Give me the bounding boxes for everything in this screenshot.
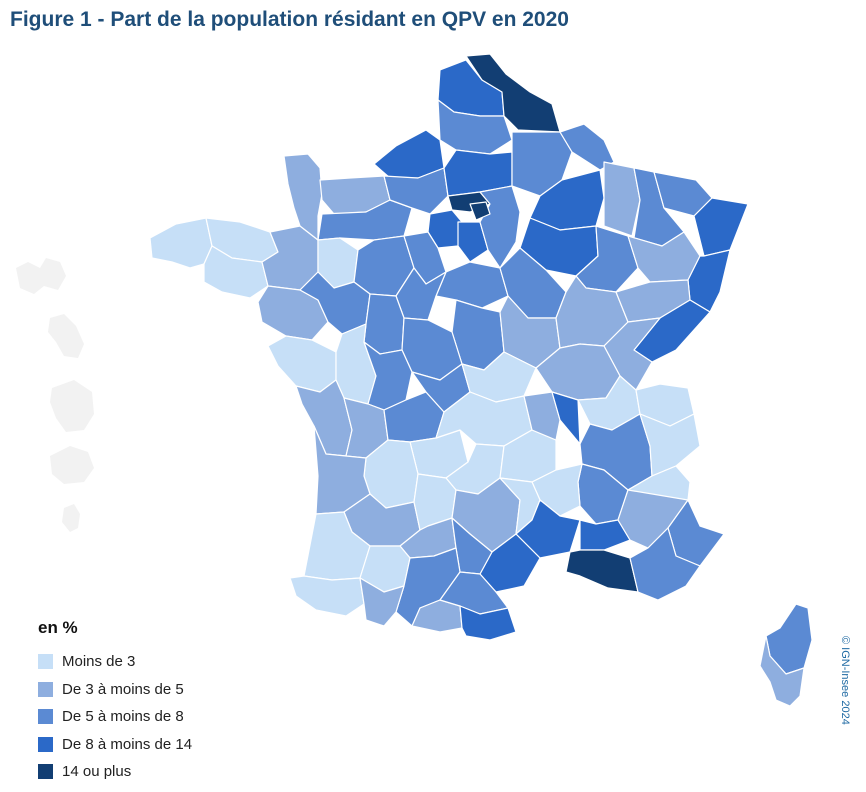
legend-item: Moins de 3 xyxy=(38,648,192,676)
legend-label: De 3 à moins de 5 xyxy=(62,680,184,698)
map-legend: en % Moins de 3 De 3 à moins de 5 De 5 à… xyxy=(38,618,192,786)
overseas-martinique xyxy=(48,314,84,358)
legend-label: De 8 à moins de 14 xyxy=(62,735,193,753)
department-loiret xyxy=(435,261,509,309)
legend-label: De 5 à moins de 8 xyxy=(62,708,184,726)
overseas-mayotte xyxy=(62,504,80,532)
legend-item: De 8 à moins de 14 xyxy=(38,731,192,759)
department-loire xyxy=(523,391,561,441)
legend-item: De 5 à moins de 8 xyxy=(38,703,192,731)
department-bouches-du-rhone xyxy=(565,549,639,593)
legend-title: en % xyxy=(38,618,78,637)
figure-title: Figure 1 - Part de la population résidan… xyxy=(10,8,569,31)
mainland-departments xyxy=(149,53,813,707)
overseas-guyane xyxy=(50,380,94,432)
department-petite-couronne xyxy=(469,201,491,221)
department-eure xyxy=(383,167,449,215)
legend-swatch xyxy=(38,736,53,752)
department-var xyxy=(629,527,701,601)
department-ardennes xyxy=(559,123,615,171)
department-gard xyxy=(515,499,581,559)
department-vendee xyxy=(267,335,337,393)
department-finistere xyxy=(149,217,213,269)
department-gironde xyxy=(313,425,371,515)
legend-swatch xyxy=(38,654,53,670)
legend-swatch xyxy=(38,709,53,725)
legend-swatch xyxy=(38,681,53,697)
department-indre-et-loire xyxy=(363,293,405,355)
legend-item: De 3 à moins de 5 xyxy=(38,676,192,704)
department-pyrenees-atlantiques xyxy=(289,575,365,617)
overseas-guadeloupe xyxy=(16,258,66,294)
legend-swatch xyxy=(38,764,53,780)
overseas-territories xyxy=(16,258,94,532)
department-seine-maritime xyxy=(373,129,445,179)
legend-label: Moins de 3 xyxy=(62,653,136,671)
overseas-reunion xyxy=(50,446,94,484)
department-essonne xyxy=(457,221,489,263)
department-manche xyxy=(283,153,323,241)
legend-item: 14 ou plus xyxy=(38,758,192,786)
department-hautes-alpes xyxy=(627,465,691,501)
department-pyrenees-orientales xyxy=(459,605,517,641)
department-hautes-pyrenees xyxy=(359,577,405,627)
legend-label: 14 ou plus xyxy=(62,763,132,781)
copyright-credit: © IGN-Insee 2024 xyxy=(839,636,851,725)
department-corse-du-sud xyxy=(759,635,805,707)
